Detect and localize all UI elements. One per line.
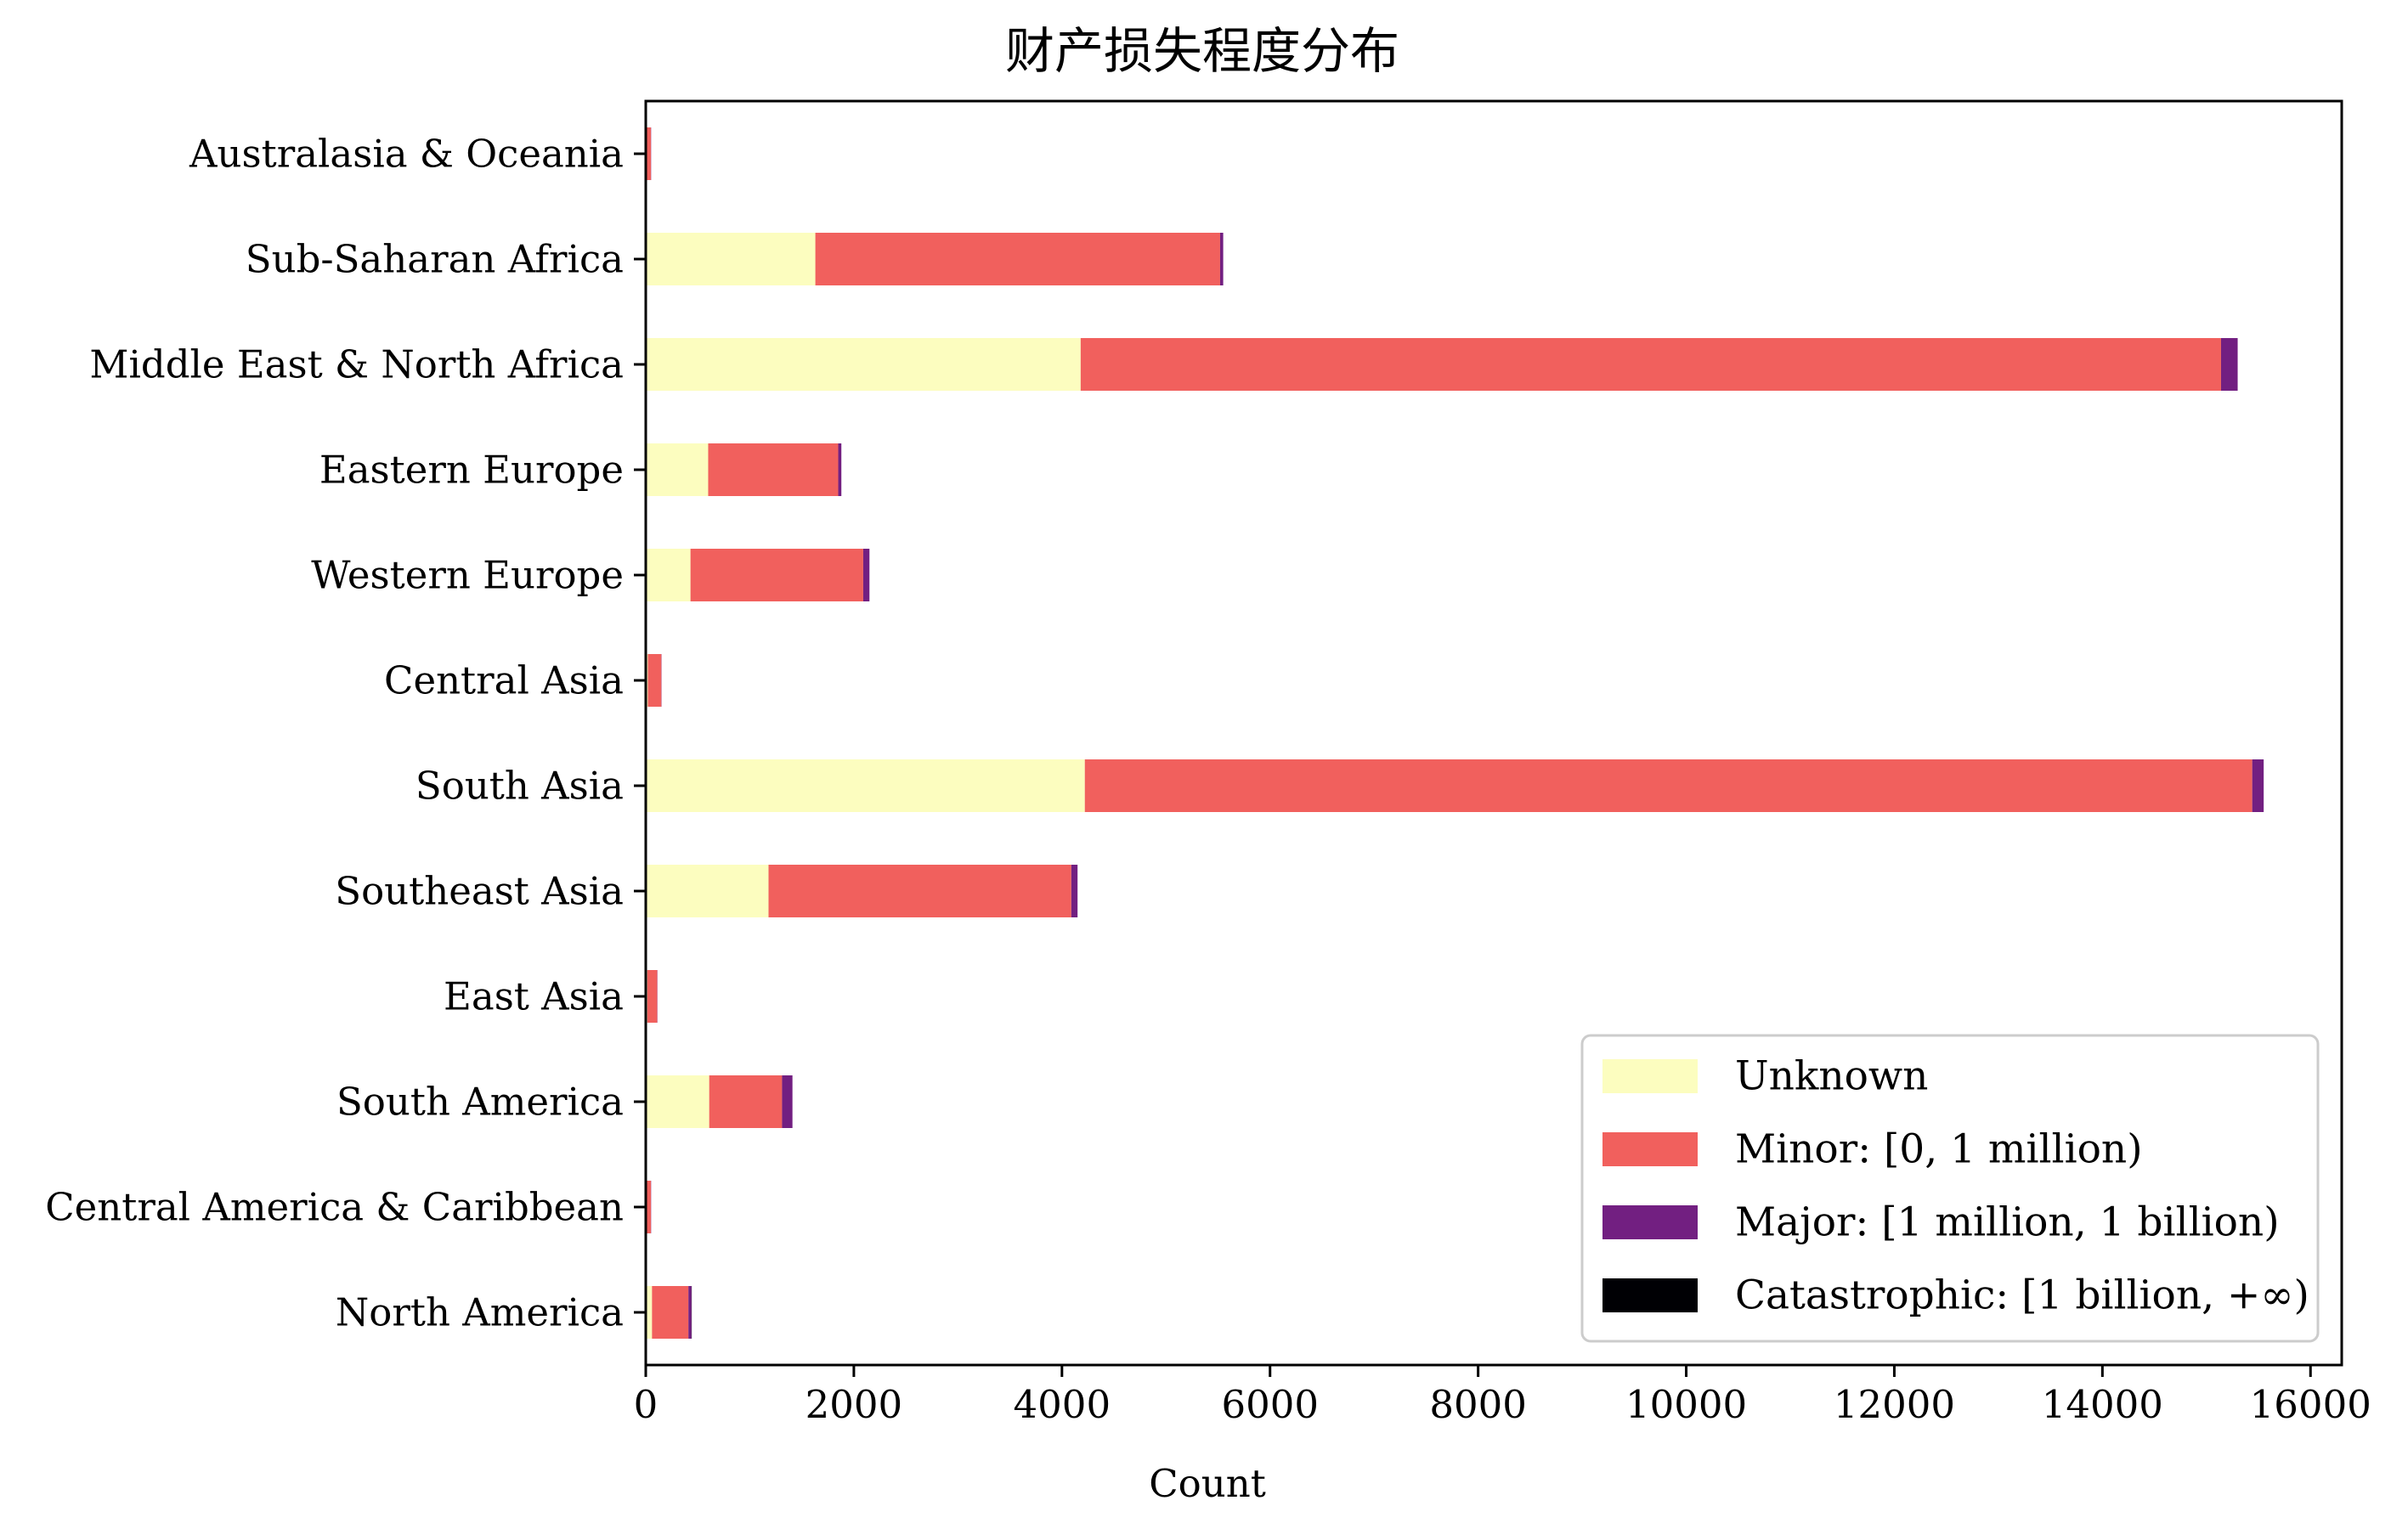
bar-western-europe-series-1 bbox=[690, 549, 863, 601]
y-tick-label-western-europe: Western Europe bbox=[311, 553, 624, 598]
y-tick-label-eastern-europe: Eastern Europe bbox=[319, 448, 624, 493]
bar-western-europe-series-0 bbox=[646, 549, 691, 601]
x-axis: 0 2000 4000 6000 8000 10000 12000 14000 16000 bbox=[634, 1365, 2371, 1427]
x-axis-label: Count bbox=[1149, 1461, 1266, 1506]
x-tick-label-14000: 14000 bbox=[2042, 1382, 2163, 1427]
bar-southeast-asia-series-1 bbox=[768, 865, 1071, 917]
bar-western-europe-series-2 bbox=[862, 549, 870, 601]
legend-label-1: Minor: [0, 1 million) bbox=[1735, 1126, 2143, 1173]
bar-south-america-series-2 bbox=[782, 1075, 793, 1128]
y-tick-label-middle-east-north-africa: Middle East & North Africa bbox=[89, 342, 624, 387]
bars-group bbox=[646, 127, 2264, 1339]
bar-east-asia-series-1 bbox=[647, 970, 658, 1023]
bar-southeast-asia-series-2 bbox=[1071, 865, 1078, 917]
bar-australasia-oceania-series-1 bbox=[646, 127, 652, 180]
y-tick-label-central-america-caribbean: Central America & Caribbean bbox=[45, 1185, 624, 1230]
y-tick-label-southeast-asia: Southeast Asia bbox=[335, 869, 624, 914]
bar-eastern-europe-series-0 bbox=[646, 443, 709, 496]
legend-label-0: Unknown bbox=[1735, 1053, 1928, 1100]
x-tick-label-8000: 8000 bbox=[1429, 1382, 1527, 1427]
y-tick-label-sub-saharan-africa: Sub-Saharan Africa bbox=[246, 237, 624, 282]
bar-central-america-caribbean-series-1 bbox=[647, 1181, 652, 1233]
x-tick-label-0: 0 bbox=[634, 1382, 659, 1427]
legend-swatch-0 bbox=[1602, 1059, 1698, 1093]
bar-south-asia-series-2 bbox=[2252, 759, 2264, 812]
bar-south-america-series-1 bbox=[709, 1075, 783, 1128]
x-tick-label-6000: 6000 bbox=[1221, 1382, 1319, 1427]
plot-frame bbox=[644, 99, 2343, 1367]
chart-title: 财产损失程度分布 bbox=[1005, 22, 1399, 80]
y-tick-label-east-asia: East Asia bbox=[444, 974, 624, 1019]
bar-north-america-series-1 bbox=[652, 1286, 689, 1339]
bar-eastern-europe-series-1 bbox=[708, 443, 839, 496]
y-tick-label-north-america: North America bbox=[336, 1290, 624, 1335]
bar-middle-east-north-africa-series-0 bbox=[646, 338, 1081, 391]
bar-south-asia-series-0 bbox=[646, 759, 1085, 812]
y-tick-label-central-asia: Central Asia bbox=[384, 658, 624, 703]
y-tick-label-south-america: South America bbox=[336, 1080, 624, 1125]
x-tick-label-10000: 10000 bbox=[1625, 1382, 1747, 1427]
bar-central-asia-series-1 bbox=[647, 654, 662, 707]
y-tick-label-australasia-oceania: Australasia & Oceania bbox=[189, 132, 624, 177]
bar-southeast-asia-series-0 bbox=[646, 865, 769, 917]
legend-box bbox=[1580, 1034, 2320, 1343]
y-axis: Australasia & Oceania Sub-Saharan Africa M… bbox=[45, 132, 646, 1335]
x-tick-label-16000: 16000 bbox=[2250, 1382, 2371, 1427]
bar-north-america-series-0 bbox=[646, 1286, 653, 1339]
y-tick-label-south-asia: South Asia bbox=[415, 764, 624, 809]
bar-north-america-series-2 bbox=[688, 1286, 692, 1339]
legend-swatch-1 bbox=[1602, 1132, 1698, 1166]
bar-middle-east-north-africa-series-1 bbox=[1080, 338, 2221, 391]
bar-south-america-series-0 bbox=[646, 1075, 709, 1128]
bar-middle-east-north-africa-series-2 bbox=[2220, 338, 2238, 391]
legend: Unknown Minor: [0, 1 million) Major: [1 mi… bbox=[1580, 1034, 2320, 1343]
bar-eastern-europe-series-2 bbox=[838, 443, 842, 496]
x-tick-label-2000: 2000 bbox=[805, 1382, 903, 1427]
bar-sub-saharan-africa-series-1 bbox=[815, 233, 1220, 285]
x-tick-label-4000: 4000 bbox=[1014, 1382, 1111, 1427]
bar-sub-saharan-africa-series-0 bbox=[646, 233, 816, 285]
legend-label-2: Major: [1 million, 1 billion) bbox=[1735, 1199, 2280, 1246]
legend-swatch-3 bbox=[1602, 1278, 1698, 1312]
bar-south-asia-series-1 bbox=[1084, 759, 2253, 812]
legend-swatch-2 bbox=[1602, 1205, 1698, 1239]
legend-label-3: Catastrophic: [1 billion, +∞) bbox=[1735, 1272, 2309, 1319]
bar-sub-saharan-africa-series-2 bbox=[1219, 233, 1224, 285]
x-tick-label-12000: 12000 bbox=[1834, 1382, 1955, 1427]
